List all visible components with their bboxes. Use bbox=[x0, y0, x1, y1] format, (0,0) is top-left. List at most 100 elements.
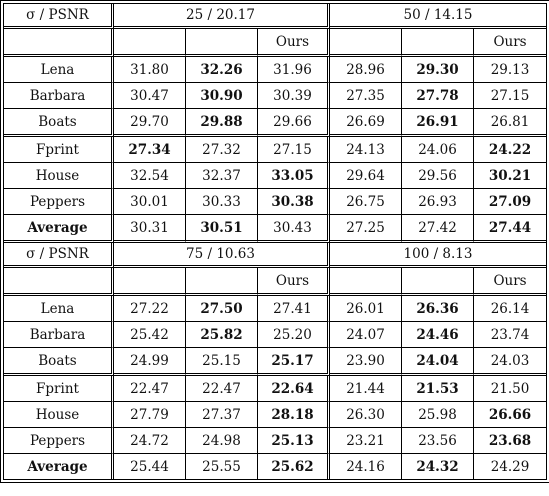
psnr-value-cell: 21.44 bbox=[330, 376, 403, 402]
results-table-container: σ / PSNR 25 / 20.17 50 / 14.15 Ours Ours Lena… bbox=[3, 3, 548, 480]
empty-header-cell bbox=[330, 29, 403, 57]
psnr-value-cell: 30.43 bbox=[258, 215, 331, 243]
noise-level-header: 50 / 14.15 bbox=[330, 4, 547, 29]
psnr-value-cell: 29.70 bbox=[114, 109, 186, 137]
noise-level-header: 25 / 20.17 bbox=[114, 4, 331, 29]
empty-header-cell bbox=[4, 29, 114, 57]
psnr-value-cell: 26.30 bbox=[330, 402, 403, 428]
psnr-value-cell: 26.81 bbox=[474, 109, 547, 137]
image-name-cell: Barbara bbox=[4, 322, 114, 348]
psnr-value-cell: 21.53 bbox=[402, 376, 475, 402]
psnr-value-cell: 30.38 bbox=[258, 189, 331, 215]
psnr-value-cell: 29.56 bbox=[402, 163, 475, 189]
psnr-value-cell: 24.29 bbox=[490, 458, 530, 475]
psnr-value-cell: 25.62 bbox=[258, 454, 331, 479]
psnr-value-cell: 29.66 bbox=[258, 109, 331, 137]
image-name-cell: Boats bbox=[4, 348, 114, 376]
table-row: House 27.79 27.37 28.18 26.30 25.98 26.66 bbox=[4, 402, 547, 428]
psnr-value-cell: 26.91 bbox=[402, 109, 475, 137]
table-row: Peppers 30.01 30.33 30.38 26.75 26.93 27.09 bbox=[4, 189, 547, 215]
image-name-cell: Lena bbox=[4, 57, 114, 83]
psnr-value-cell: 25.98 bbox=[402, 402, 475, 428]
ours-header: Ours bbox=[474, 268, 547, 296]
psnr-value-cell: 22.47 bbox=[114, 376, 186, 402]
psnr-value-cell: 24.13 bbox=[330, 137, 403, 163]
empty-header-cell bbox=[4, 268, 114, 296]
psnr-value-cell: 24.32 bbox=[402, 454, 475, 479]
psnr-value-cell: 25.15 bbox=[186, 348, 258, 376]
image-name-cell: Barbara bbox=[4, 83, 114, 109]
psnr-value-cell: 27.09 bbox=[474, 189, 547, 215]
psnr-value-cell: 27.50 bbox=[186, 296, 258, 322]
psnr-value-cell: 25.17 bbox=[258, 348, 331, 376]
psnr-value-cell: 26.93 bbox=[402, 189, 475, 215]
psnr-value-cell: 27.32 bbox=[186, 137, 258, 163]
psnr-value-cell: 29.88 bbox=[186, 109, 258, 137]
table-row: House 32.54 32.37 33.05 29.64 29.56 30.21 bbox=[4, 163, 547, 189]
psnr-value-cell: 24.99 bbox=[114, 348, 186, 376]
psnr-value-cell: 29.64 bbox=[330, 163, 403, 189]
psnr-value-cell: 31.80 bbox=[114, 57, 186, 83]
noise-level-header: 100 / 8.13 bbox=[330, 243, 547, 268]
header-row: σ / PSNR 75 / 10.63 100 / 8.13 bbox=[4, 243, 547, 268]
empty-header-cell bbox=[114, 29, 186, 57]
psnr-value-cell: 24.72 bbox=[114, 428, 186, 454]
table-row: Boats 29.70 29.88 29.66 26.69 26.91 26.81 bbox=[4, 109, 547, 137]
psnr-value-cell: 26.66 bbox=[474, 402, 547, 428]
psnr-value-cell: 30.90 bbox=[186, 83, 258, 109]
psnr-value-cell: 23.56 bbox=[402, 428, 475, 454]
psnr-value-cell: 29.30 bbox=[402, 57, 475, 83]
psnr-value-cell: 25.82 bbox=[186, 322, 258, 348]
table-row: Average 30.31 30.51 30.43 27.25 27.42 27.44 bbox=[4, 215, 547, 243]
psnr-value-cell: 26.75 bbox=[330, 189, 403, 215]
image-name-cell: House bbox=[4, 402, 114, 428]
psnr-value-cell: 27.25 bbox=[330, 215, 403, 243]
psnr-value-cell: 28.96 bbox=[330, 57, 403, 83]
empty-header-cell bbox=[402, 29, 475, 57]
psnr-value-cell: 25.13 bbox=[258, 428, 331, 454]
psnr-value-cell: 27.78 bbox=[402, 83, 475, 109]
psnr-value-cell: 25.55 bbox=[186, 454, 258, 479]
psnr-value-cell: 27.15 bbox=[258, 137, 331, 163]
method-header-row: Ours Ours bbox=[4, 29, 547, 57]
psnr-value-cell: 27.22 bbox=[114, 296, 186, 322]
noise-level-header: 75 / 10.63 bbox=[114, 243, 331, 268]
ours-header: Ours bbox=[474, 29, 547, 57]
psnr-value-cell: 30.21 bbox=[474, 163, 547, 189]
psnr-value-cell: 26.69 bbox=[330, 109, 403, 137]
psnr-value-cell: 33.05 bbox=[258, 163, 331, 189]
psnr-value-cell: 30.01 bbox=[114, 189, 186, 215]
sigma-psnr-header: σ / PSNR bbox=[4, 243, 114, 268]
psnr-value-cell: 24.04 bbox=[402, 348, 475, 376]
table-row: Lena 31.80 32.26 31.96 28.96 29.30 29.13 bbox=[4, 57, 547, 83]
image-name-cell: Average bbox=[4, 454, 114, 479]
empty-header-cell bbox=[402, 268, 475, 296]
psnr-value-cell: 22.64 bbox=[258, 376, 331, 402]
psnr-value-cell: 27.35 bbox=[330, 83, 403, 109]
psnr-value-cell: 31.96 bbox=[258, 57, 331, 83]
psnr-value-cell: 32.54 bbox=[114, 163, 186, 189]
psnr-value-cell: 26.14 bbox=[474, 296, 547, 322]
image-name-cell: Fprint bbox=[4, 376, 114, 402]
psnr-value-cell: 27.42 bbox=[402, 215, 475, 243]
table-row: Boats 24.99 25.15 25.17 23.90 24.04 24.03 bbox=[4, 348, 547, 376]
psnr-value-cell: 25.44 bbox=[114, 454, 186, 479]
psnr-value-cell: 30.51 bbox=[186, 215, 258, 243]
table-row: Barbara 25.42 25.82 25.20 24.07 24.46 23.74 bbox=[4, 322, 547, 348]
sigma-psnr-header: σ / PSNR bbox=[4, 4, 114, 29]
ours-header: Ours bbox=[258, 29, 331, 57]
psnr-value-cell: 25.42 bbox=[114, 322, 186, 348]
table-row: Lena 27.22 27.50 27.41 26.01 26.36 26.14 bbox=[4, 296, 547, 322]
psnr-value-cell: 24.03 bbox=[474, 348, 547, 376]
psnr-value-cell: 25.20 bbox=[258, 322, 331, 348]
empty-header-cell bbox=[186, 29, 258, 57]
psnr-value-cell: 30.31 bbox=[114, 215, 186, 243]
psnr-value-cell: 26.36 bbox=[402, 296, 475, 322]
table-row: Average 25.44 25.55 25.62 24.16 24.32 24.29 bbox=[4, 454, 546, 479]
empty-header-cell bbox=[330, 268, 403, 296]
psnr-value-cell: 22.47 bbox=[186, 376, 258, 402]
image-name-cell: Fprint bbox=[4, 137, 114, 163]
psnr-value-cell: 27.37 bbox=[186, 402, 258, 428]
psnr-value-cell: 29.13 bbox=[474, 57, 547, 83]
image-name-cell: House bbox=[4, 163, 114, 189]
